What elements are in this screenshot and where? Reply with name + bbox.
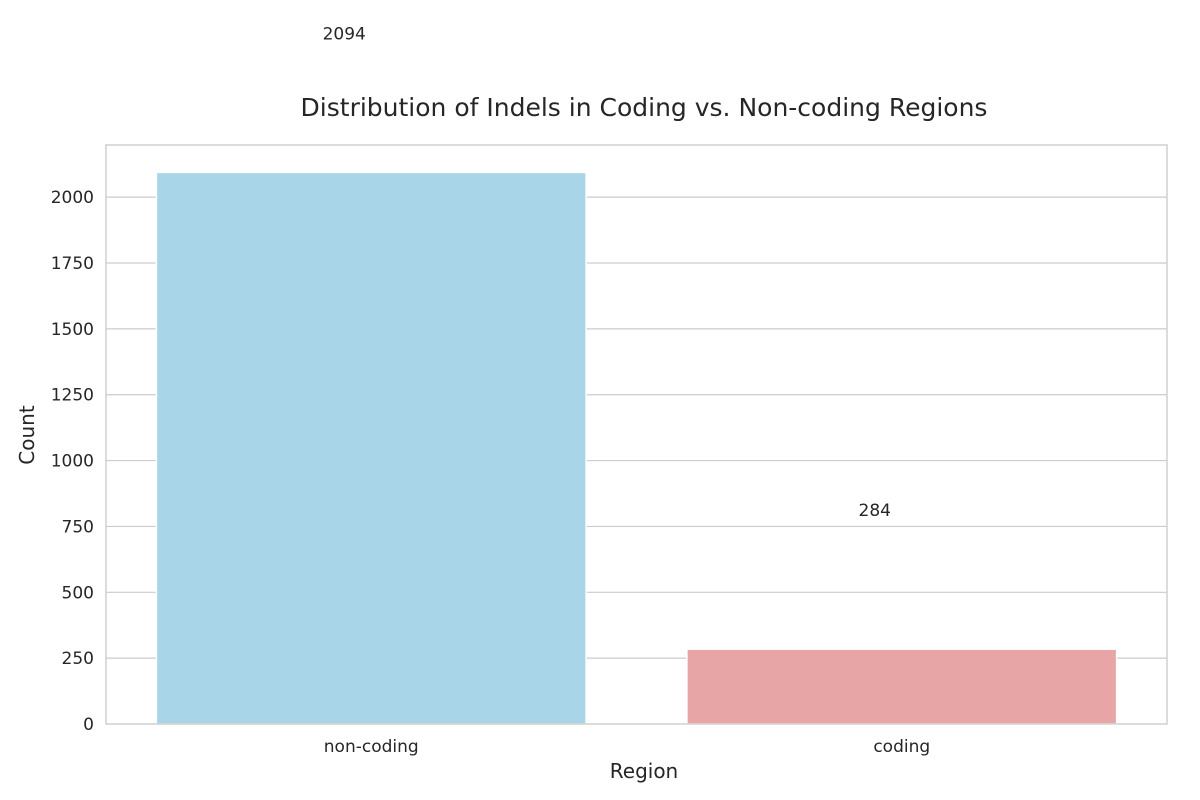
x-axis-label: Region [610,759,678,783]
y-tick-label: 1500 [51,320,94,340]
y-tick-labels: 0 250 500 750 1000 1250 1500 1750 2000 [51,188,94,735]
chart-title: Distribution of Indels in Coding vs. Non… [301,93,988,122]
bar-non-coding [155,171,587,725]
bars [155,171,1118,725]
x-tick-label: coding [873,737,930,757]
y-tick-label: 1000 [51,452,94,472]
y-axis-label: Count [15,405,39,465]
bar-coding [686,648,1118,725]
y-tick-label: 0 [83,715,94,735]
y-tick-label: 750 [62,517,94,537]
x-tick-label: non-coding [324,737,419,757]
plot-frame [105,144,1168,725]
data-label: 2094 [323,24,366,44]
y-tick-label: 2000 [51,188,94,208]
y-tick-label: 1250 [51,386,94,406]
x-tick-labels: non-coding coding [324,737,930,757]
data-labels: 2094 284 [323,24,891,521]
y-tick-label: 1750 [51,254,94,274]
y-tick-label: 250 [62,649,94,669]
y-tick-label: 500 [62,583,94,603]
data-label: 284 [859,501,891,521]
